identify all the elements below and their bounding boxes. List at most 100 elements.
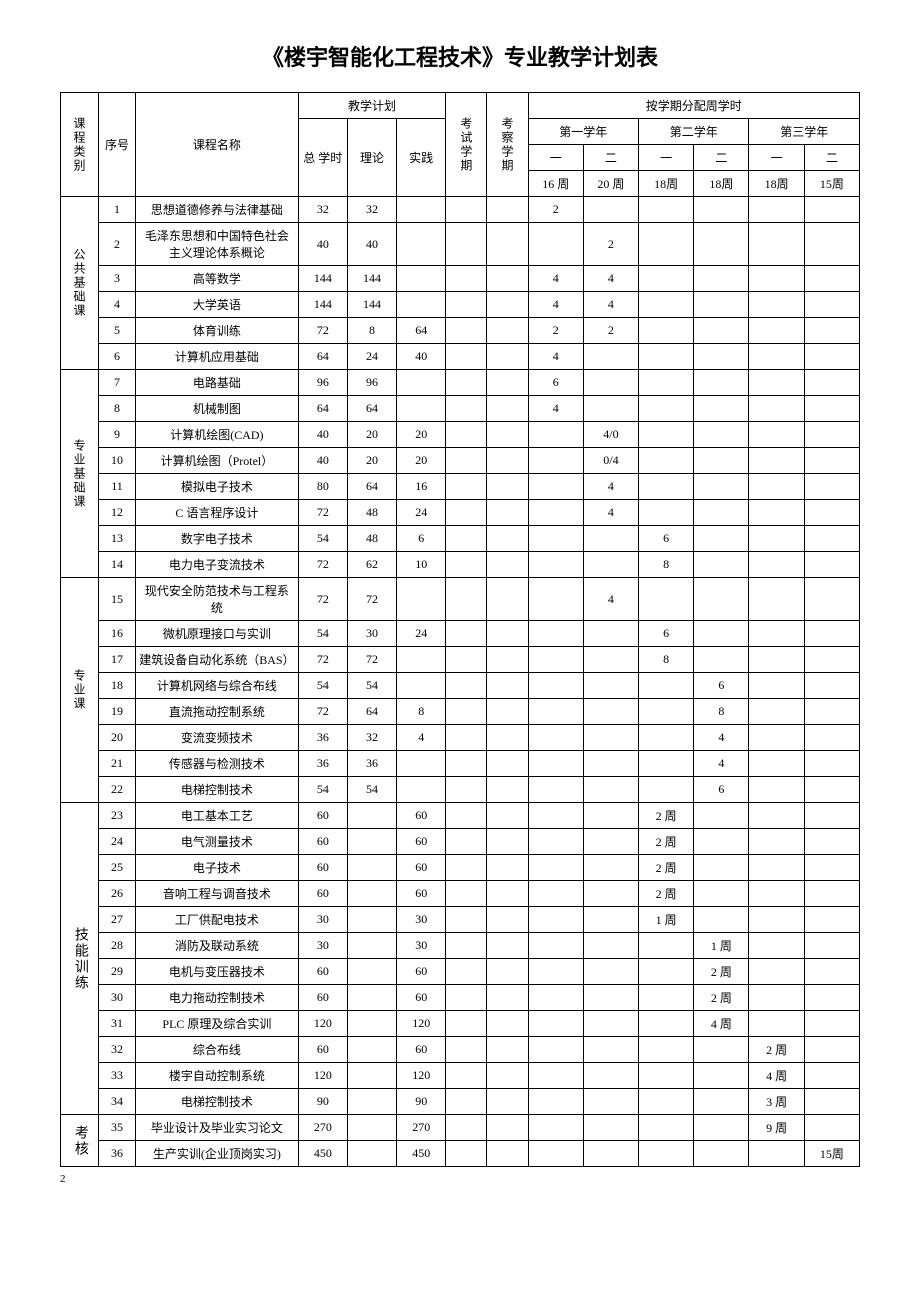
cell-s5 <box>749 500 804 526</box>
cell-s6 <box>804 855 859 881</box>
cell-practice: 20 <box>397 422 446 448</box>
cell-seq: 36 <box>98 1141 135 1167</box>
cell-s2: 2 <box>583 223 638 266</box>
cell-audit <box>487 266 528 292</box>
cell-s1 <box>528 751 583 777</box>
cell-s1: 2 <box>528 197 583 223</box>
cell-exam <box>446 552 487 578</box>
cell-audit <box>487 396 528 422</box>
cell-s1 <box>528 907 583 933</box>
cell-s6 <box>804 673 859 699</box>
cell-practice: 90 <box>397 1089 446 1115</box>
cell-seq: 15 <box>98 578 135 621</box>
cell-theory: 20 <box>347 448 396 474</box>
cell-audit <box>487 933 528 959</box>
cell-s3: 2 周 <box>639 803 694 829</box>
cell-audit <box>487 223 528 266</box>
hdr-name: 课程名称 <box>136 93 299 197</box>
cell-total: 72 <box>298 578 347 621</box>
cell-audit <box>487 578 528 621</box>
hdr-year1: 第一学年 <box>528 119 638 145</box>
group-label: 专业课 <box>61 578 99 803</box>
cell-s3 <box>639 292 694 318</box>
cell-s6 <box>804 985 859 1011</box>
cell-audit <box>487 1115 528 1141</box>
cell-audit <box>487 448 528 474</box>
cell-s1 <box>528 1141 583 1167</box>
cell-name: 楼宇自动控制系统 <box>136 1063 299 1089</box>
cell-s4: 6 <box>694 673 749 699</box>
cell-total: 96 <box>298 370 347 396</box>
table-row: 4大学英语14414444 <box>61 292 860 318</box>
cell-s6 <box>804 292 859 318</box>
hdr-year2: 第二学年 <box>639 119 749 145</box>
cell-total: 54 <box>298 777 347 803</box>
table-row: 36生产实训(企业顶岗实习)45045015周 <box>61 1141 860 1167</box>
cell-seq: 18 <box>98 673 135 699</box>
cell-s6 <box>804 933 859 959</box>
cell-exam <box>446 318 487 344</box>
cell-practice <box>397 292 446 318</box>
cell-s6 <box>804 777 859 803</box>
cell-s5: 3 周 <box>749 1089 804 1115</box>
cell-s4 <box>694 1115 749 1141</box>
cell-s6 <box>804 803 859 829</box>
cell-total: 72 <box>298 552 347 578</box>
cell-s3 <box>639 673 694 699</box>
cell-s1 <box>528 1115 583 1141</box>
cell-name: 数字电子技术 <box>136 526 299 552</box>
table-row: 9计算机绘图(CAD)4020204/0 <box>61 422 860 448</box>
cell-total: 60 <box>298 985 347 1011</box>
cell-total: 30 <box>298 907 347 933</box>
cell-s2 <box>583 1037 638 1063</box>
table-row: 3高等数学14414444 <box>61 266 860 292</box>
cell-seq: 24 <box>98 829 135 855</box>
cell-exam <box>446 881 487 907</box>
cell-name: 电梯控制技术 <box>136 777 299 803</box>
hdr-w18a: 18周 <box>639 171 694 197</box>
cell-theory: 64 <box>347 474 396 500</box>
cell-s3 <box>639 396 694 422</box>
cell-seq: 21 <box>98 751 135 777</box>
table-row: 17建筑设备自动化系统（BAS）72728 <box>61 647 860 673</box>
cell-s3 <box>639 370 694 396</box>
cell-exam <box>446 344 487 370</box>
cell-audit <box>487 1037 528 1063</box>
cell-s4 <box>694 448 749 474</box>
cell-total: 64 <box>298 396 347 422</box>
cell-total: 90 <box>298 1089 347 1115</box>
table-row: 20变流变频技术363244 <box>61 725 860 751</box>
cell-name: 变流变频技术 <box>136 725 299 751</box>
cell-exam <box>446 292 487 318</box>
cell-s2: 4 <box>583 500 638 526</box>
table-row: 技能训练23电工基本工艺60602 周 <box>61 803 860 829</box>
cell-audit <box>487 526 528 552</box>
table-row: 6计算机应用基础6424404 <box>61 344 860 370</box>
cell-practice: 10 <box>397 552 446 578</box>
cell-audit <box>487 803 528 829</box>
cell-practice: 450 <box>397 1141 446 1167</box>
cell-seq: 4 <box>98 292 135 318</box>
cell-s1 <box>528 552 583 578</box>
cell-s3 <box>639 1115 694 1141</box>
hdr-s5-top: 一 <box>749 145 804 171</box>
cell-audit <box>487 318 528 344</box>
cell-theory: 30 <box>347 621 396 647</box>
cell-s6 <box>804 552 859 578</box>
cell-s5 <box>749 933 804 959</box>
cell-s6 <box>804 647 859 673</box>
cell-s5: 9 周 <box>749 1115 804 1141</box>
cell-theory <box>347 1141 396 1167</box>
cell-total: 40 <box>298 422 347 448</box>
cell-s4 <box>694 197 749 223</box>
cell-total: 450 <box>298 1141 347 1167</box>
cell-theory: 20 <box>347 422 396 448</box>
cell-theory: 96 <box>347 370 396 396</box>
cell-total: 36 <box>298 725 347 751</box>
cell-s1 <box>528 647 583 673</box>
cell-s4 <box>694 396 749 422</box>
cell-theory: 54 <box>347 777 396 803</box>
cell-practice <box>397 647 446 673</box>
cell-practice: 24 <box>397 621 446 647</box>
hdr-total: 总 学时 <box>298 119 347 197</box>
